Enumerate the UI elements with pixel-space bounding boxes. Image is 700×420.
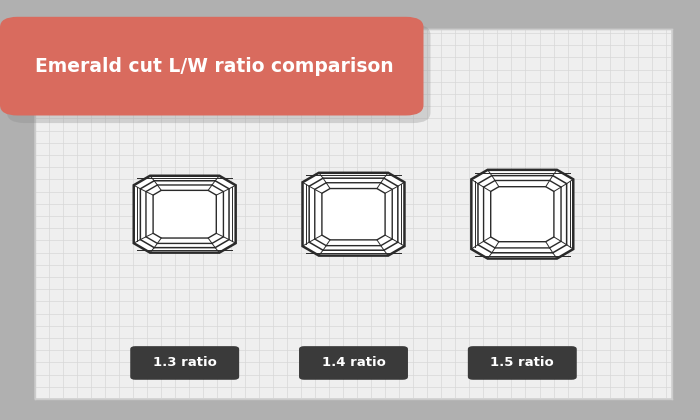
- FancyBboxPatch shape: [299, 346, 408, 380]
- Polygon shape: [471, 170, 573, 259]
- Text: 1.5 ratio: 1.5 ratio: [491, 357, 554, 370]
- Polygon shape: [302, 173, 405, 256]
- FancyBboxPatch shape: [468, 346, 577, 380]
- Text: 1.4 ratio: 1.4 ratio: [321, 357, 386, 370]
- FancyBboxPatch shape: [130, 346, 239, 380]
- FancyBboxPatch shape: [35, 29, 672, 399]
- Polygon shape: [134, 176, 236, 253]
- Text: 1.3 ratio: 1.3 ratio: [153, 357, 216, 370]
- Text: Emerald cut L/W ratio comparison: Emerald cut L/W ratio comparison: [35, 57, 393, 76]
